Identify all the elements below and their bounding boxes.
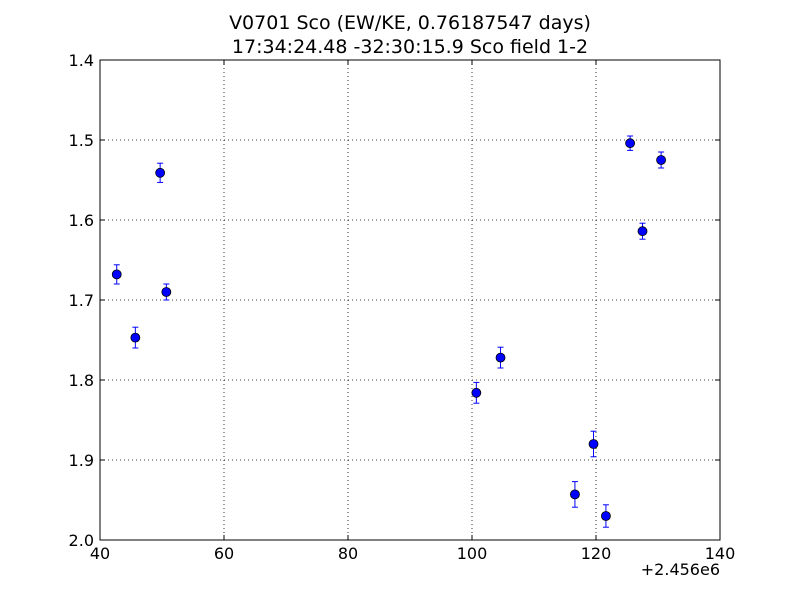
- point-marker: [637, 226, 648, 237]
- x-tick-label: 80: [338, 544, 358, 563]
- x-tick-label: 60: [214, 544, 234, 563]
- x-tick-label: 40: [90, 544, 110, 563]
- point-marker: [130, 332, 141, 343]
- data-point: [495, 346, 506, 369]
- data-point: [161, 283, 172, 301]
- x-tick-label: 140: [705, 544, 736, 563]
- data-point: [656, 151, 666, 169]
- point-marker: [601, 511, 611, 521]
- x-tick-label: 100: [457, 544, 488, 563]
- data-point: [130, 326, 141, 349]
- point-marker: [111, 269, 122, 280]
- point-marker: [570, 489, 580, 500]
- point-marker: [471, 387, 482, 398]
- data-marks: [111, 135, 666, 528]
- data-point: [155, 162, 166, 183]
- y-tick-label: 1.5: [69, 131, 94, 150]
- y-tick-label: 1.4: [69, 51, 94, 70]
- point-marker: [155, 167, 166, 178]
- y-tick-label: 1.6: [69, 211, 94, 230]
- data-point: [570, 481, 580, 508]
- plot-frame: [99, 59, 721, 541]
- data-point: [471, 381, 482, 404]
- data-point: [601, 504, 611, 528]
- chart-title: V0701 Sco (EW/KE, 0.76187547 days): [229, 12, 591, 34]
- point-marker: [161, 287, 172, 297]
- y-tick-label: 1.8: [69, 371, 94, 390]
- ticks: 40 60 80 100 120 140 1.4 1.5 1.6 1.7 1.8 1.9 2.0: [69, 51, 736, 563]
- y-tick-label: 2.0: [69, 531, 94, 550]
- point-marker: [495, 352, 506, 363]
- point-marker: [588, 439, 599, 449]
- y-tick-label: 1.7: [69, 291, 94, 310]
- data-point: [111, 264, 122, 285]
- data-point: [637, 222, 648, 240]
- grid: [99, 59, 721, 541]
- y-tick-label: 1.9: [69, 451, 94, 470]
- x-tick-label: 120: [581, 544, 612, 563]
- point-marker: [656, 155, 666, 165]
- x-offset-label: +2.456e6: [641, 560, 720, 579]
- point-marker: [625, 138, 635, 149]
- chart-subtitle: 17:34:24.48 -32:30:15.9 Sco field 1-2: [232, 36, 588, 58]
- data-point: [625, 135, 635, 151]
- data-point: [588, 430, 599, 458]
